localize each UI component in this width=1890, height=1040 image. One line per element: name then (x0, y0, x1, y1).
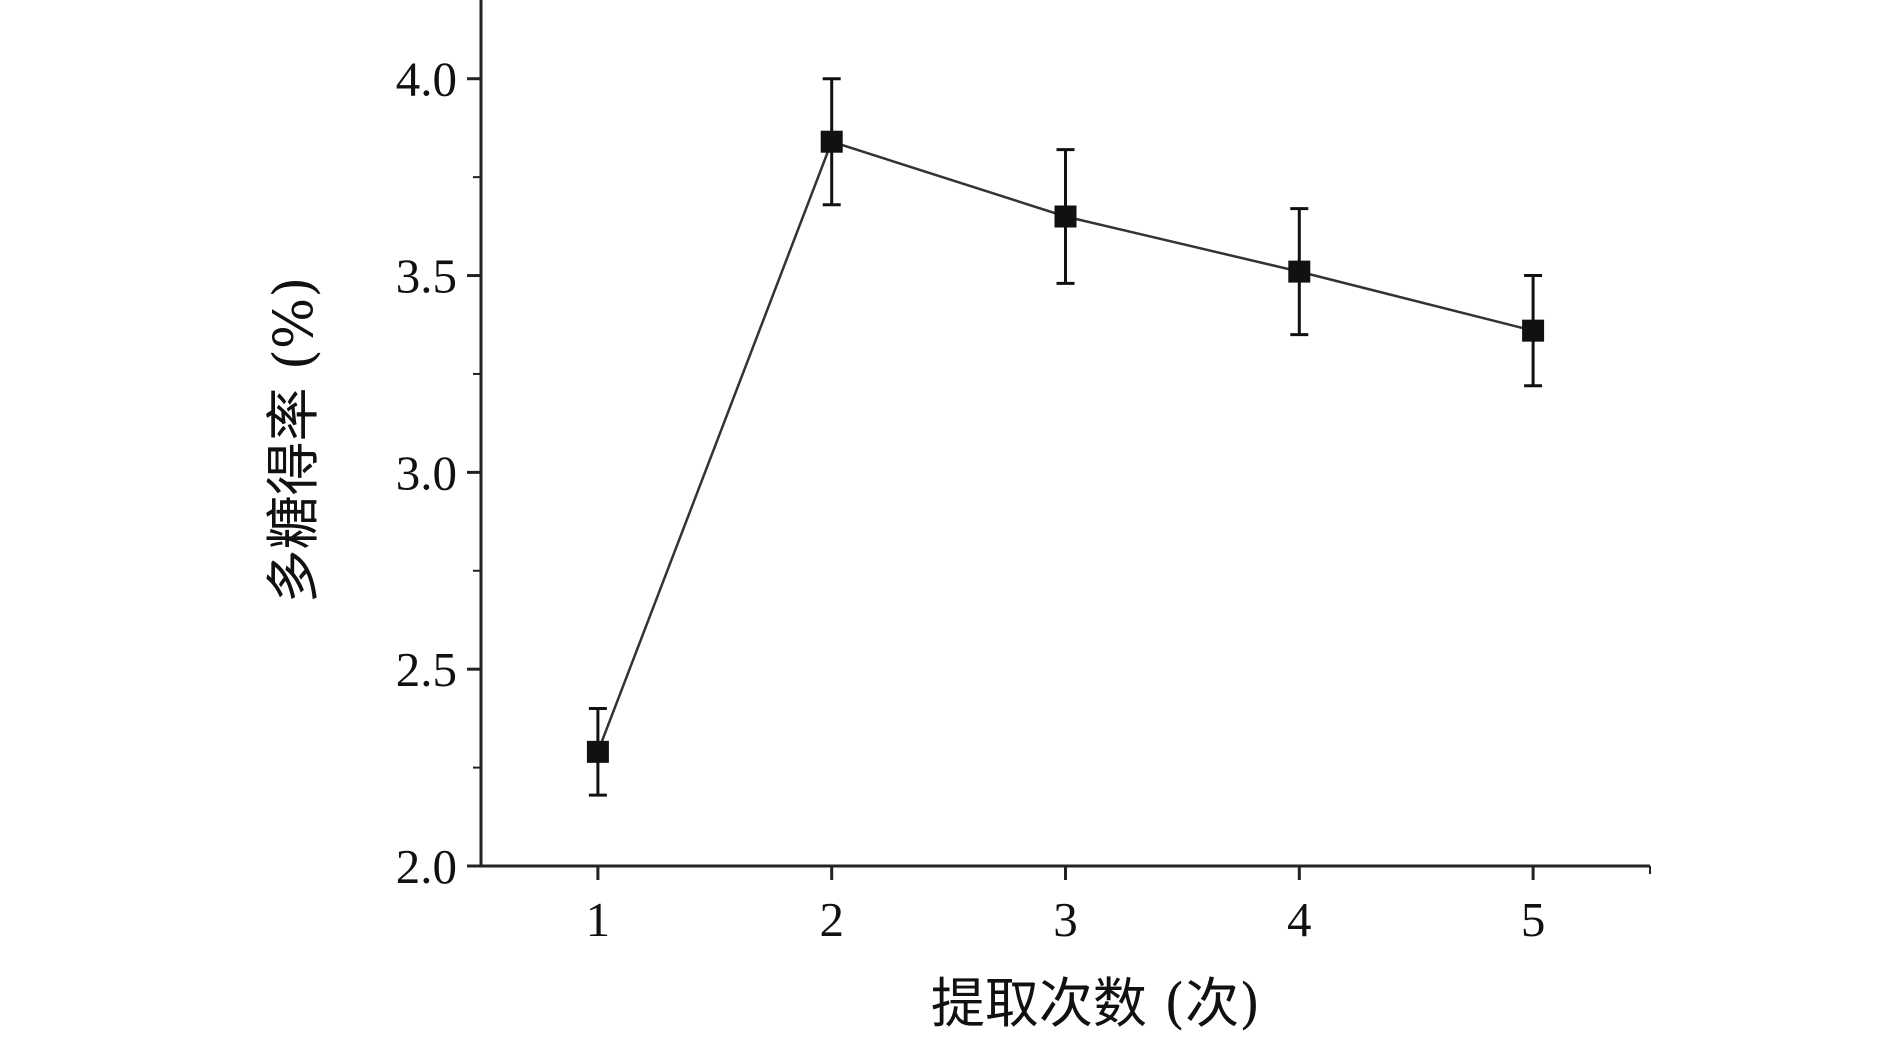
y-tick-label: 3.0 (396, 445, 457, 500)
axes (479, 0, 1650, 868)
x-tick-label: 4 (1287, 892, 1312, 947)
y-tick-label: 4.0 (396, 52, 457, 107)
x-tick-label: 3 (1053, 892, 1078, 947)
y-tick-label: 2.5 (396, 642, 457, 697)
y-tick-label: 2.0 (396, 839, 457, 894)
data-point (1288, 260, 1311, 283)
y-tick-label: 3.5 (396, 249, 457, 304)
y-axis-title: 多糖得率 (%) (262, 277, 325, 604)
data-point (1054, 205, 1077, 228)
x-tick-label: 2 (819, 892, 844, 947)
data-point (586, 740, 609, 763)
tick-labels: 2.0 2.5 3.0 3.5 4.0 1 2 3 4 5 (396, 52, 1546, 947)
series-layer (586, 77, 1545, 797)
ticks (467, 77, 1651, 880)
x-tick-label: 5 (1521, 892, 1546, 947)
data-point (820, 130, 843, 153)
data-point (1522, 319, 1545, 342)
x-tick-label: 1 (586, 892, 611, 947)
x-axis-title: 提取次数 (次) (931, 972, 1260, 1035)
